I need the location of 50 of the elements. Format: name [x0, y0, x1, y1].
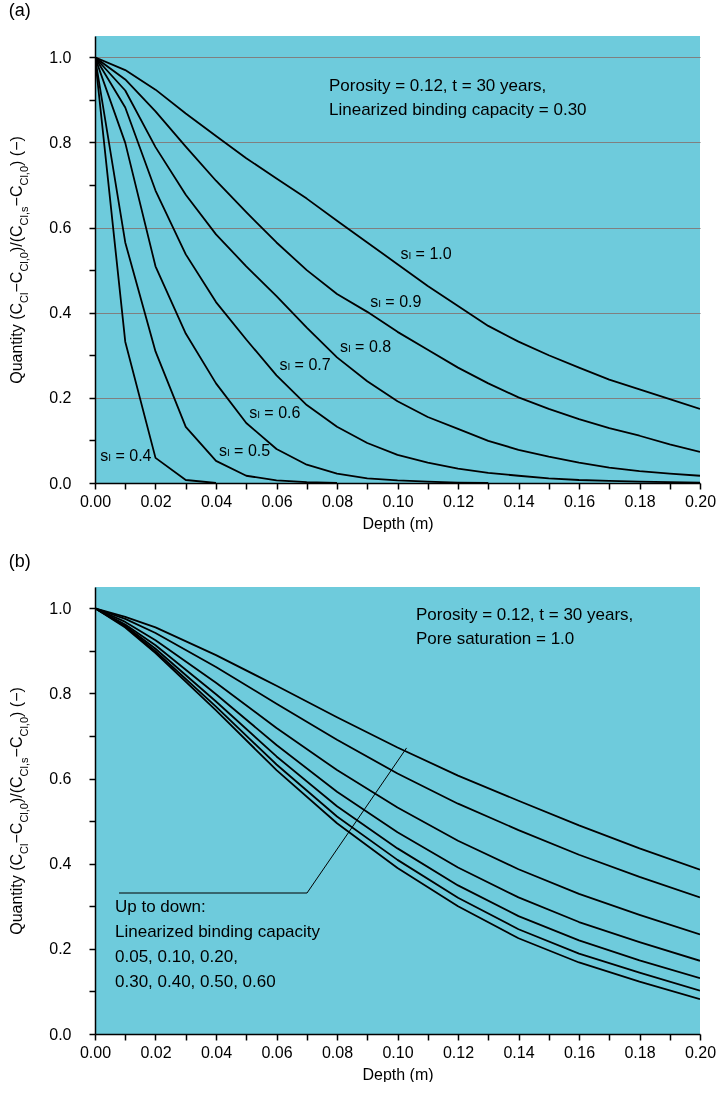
x-tick-label: 0.04 — [200, 1043, 233, 1061]
x-tick-label: 0.10 — [382, 1043, 414, 1061]
series-label: sₗ = 0.6 — [249, 403, 301, 421]
x-tick-label: 0.00 — [79, 1043, 112, 1061]
x-tick-label: 0.20 — [684, 492, 716, 510]
y-tick-label: 0.8 — [49, 133, 72, 151]
y-tick-label: 0.4 — [49, 855, 72, 873]
x-tick-label: 0.12 — [442, 1043, 475, 1061]
x-tick-label: 0.04 — [200, 492, 233, 510]
annotation: Up to down: Linearized binding capacity 0.05, 0.10, 0.20, 0.30, 0.40, 0.50, 0.60 — [115, 897, 321, 991]
y-tick-label: 0.8 — [49, 684, 72, 702]
y-tick-label: 0.6 — [49, 219, 72, 237]
x-tick-label: 0.18 — [624, 1043, 656, 1061]
annotation: Pore saturation = 1.0 — [416, 629, 575, 648]
annotation: Porosity = 0.12, t = 30 years, — [329, 76, 547, 95]
x-tick-label: 0.02 — [140, 492, 172, 510]
x-tick-label: 0.18 — [624, 492, 656, 510]
y-tick-label: 0.0 — [49, 474, 72, 492]
x-tick-label: 0.14 — [503, 1043, 535, 1061]
x-tick-label: 0.06 — [261, 492, 293, 510]
x-tick-label: 0.20 — [684, 1043, 716, 1061]
x-axis-title: Depth (m) — [362, 514, 434, 532]
series-label: sₗ = 0.8 — [340, 338, 392, 356]
x-tick-label: 0.14 — [503, 492, 535, 510]
x-tick-label: 0.16 — [563, 1043, 596, 1061]
series-label: sₗ = 0.4 — [100, 446, 152, 464]
y-tick-label: 1.0 — [49, 48, 72, 66]
x-tick-label: 0.16 — [563, 492, 596, 510]
series-label: sₗ = 0.5 — [219, 441, 271, 459]
x-tick-label: 0.02 — [140, 1043, 172, 1061]
x-tick-label: 0.00 — [79, 492, 112, 510]
x-tick-label: 0.08 — [321, 492, 354, 510]
x-tick-label: 0.10 — [382, 492, 414, 510]
series-label: sₗ = 0.9 — [370, 292, 422, 310]
y-tick-label: 1.0 — [49, 599, 72, 617]
x-tick-label: 0.06 — [261, 1043, 293, 1061]
y-tick-label: 0.2 — [49, 389, 72, 407]
annotation: Linearized binding capacity = 0.30 — [329, 100, 587, 119]
y-tick-label: 0.4 — [49, 304, 72, 322]
chart-title: (a) — [8, 0, 31, 20]
series-label: sₗ = 0.7 — [279, 356, 331, 374]
y-tick-label: 0.6 — [49, 770, 72, 788]
chart-title: (b) — [8, 551, 31, 571]
x-tick-label: 0.08 — [321, 1043, 354, 1061]
y-tick-label: 0.0 — [49, 1025, 72, 1043]
y-tick-label: 0.2 — [49, 940, 72, 958]
x-tick-label: 0.12 — [442, 492, 475, 510]
annotation: Porosity = 0.12, t = 30 years, — [416, 605, 634, 624]
x-axis-title: Depth (m) — [362, 1065, 434, 1083]
series-label: sₗ = 1.0 — [400, 245, 452, 263]
